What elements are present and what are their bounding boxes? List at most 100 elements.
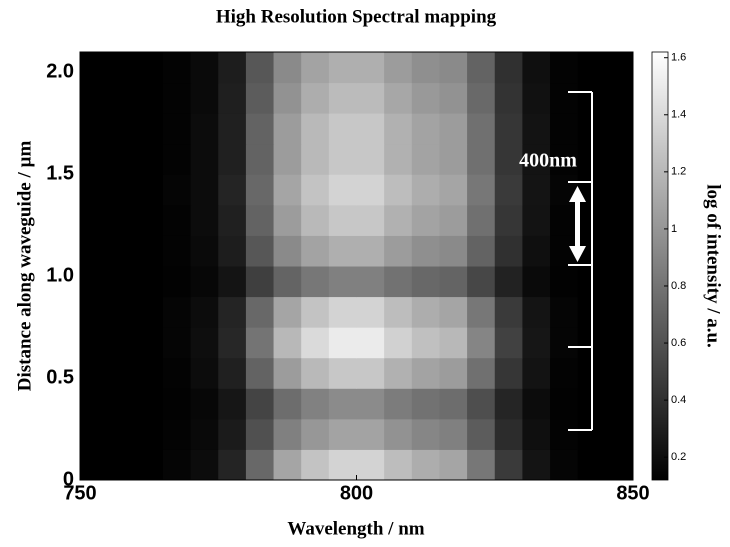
heatmap-cell: [384, 235, 413, 267]
heatmap-cell: [107, 266, 136, 298]
heatmap-cell: [356, 82, 385, 114]
bracket: [568, 91, 593, 431]
heatmap-cell: [190, 52, 219, 84]
heatmap-cell: [467, 388, 496, 420]
heatmap-cell: [245, 296, 275, 328]
heatmap-cell: [411, 113, 440, 145]
heatmap-cell: [467, 418, 496, 450]
heatmap-cell: [107, 52, 136, 84]
heatmap-cell: [384, 82, 413, 114]
heatmap-cell: [245, 449, 275, 481]
heatmap-cell: [494, 266, 523, 298]
heatmap-cell: [273, 357, 302, 389]
heatmap-cell: [218, 235, 247, 267]
heatmap-cell: [328, 357, 357, 389]
heatmap-cell: [411, 357, 440, 389]
heatmap-cell: [494, 357, 523, 389]
heatmap-cell: [494, 327, 523, 359]
heatmap-cell: [411, 235, 440, 267]
heatmap-cell: [107, 327, 136, 359]
heatmap-cell: [162, 235, 192, 267]
heatmap-cell: [467, 204, 496, 236]
heatmap-cell: [107, 296, 136, 328]
heatmap-cell: [356, 235, 385, 267]
heatmap-cell: [605, 235, 634, 267]
heatmap-cell: [439, 52, 468, 84]
heatmap-cell: [190, 296, 219, 328]
y-tick-label: 0: [63, 468, 74, 490]
heatmap: [80, 52, 634, 481]
heatmap-cell: [411, 296, 440, 328]
heatmap-cell: [190, 174, 219, 206]
heatmap-cell: [605, 296, 634, 328]
heatmap-cell: [162, 204, 192, 236]
heatmap-cell: [273, 82, 302, 114]
heatmap-cell: [522, 113, 551, 145]
heatmap-cell: [356, 204, 385, 236]
heatmap-cell: [107, 357, 136, 389]
heatmap-cell: [522, 174, 551, 206]
colorbar: [651, 51, 669, 481]
heatmap-cell: [522, 418, 551, 450]
heatmap-cell: [162, 296, 192, 328]
heatmap-cell: [550, 449, 579, 481]
heatmap-cell: [494, 235, 523, 267]
heatmap-cell: [135, 327, 164, 359]
heatmap-cell: [273, 296, 302, 328]
heatmap-cell: [356, 52, 385, 84]
heatmap-cell: [273, 388, 302, 420]
heatmap-cell: [522, 143, 551, 175]
heatmap-cell: [245, 143, 275, 175]
heatmap-cell: [356, 174, 385, 206]
heatmap-cell: [467, 449, 496, 481]
heatmap-cell: [273, 113, 302, 145]
heatmap-cell: [356, 143, 385, 175]
heatmap-cell: [328, 204, 357, 236]
heatmap-cell: [605, 357, 634, 389]
heatmap-cell: [218, 143, 247, 175]
heatmap-cell: [411, 266, 440, 298]
heatmap-cell: [80, 388, 109, 420]
heatmap-cell: [135, 82, 164, 114]
heatmap-cell: [577, 449, 606, 481]
heatmap-cell: [467, 113, 496, 145]
heatmap-cell: [384, 113, 413, 145]
heatmap-cell: [80, 82, 109, 114]
chart-title: High Resolution Spectral mapping: [216, 6, 497, 27]
heatmap-cell: [550, 204, 579, 236]
heatmap-cell: [80, 418, 109, 450]
heatmap-cell: [245, 327, 275, 359]
heatmap-cell: [522, 449, 551, 481]
heatmap-cell: [80, 174, 109, 206]
heatmap-cell: [522, 52, 551, 84]
heatmap-cell: [411, 418, 440, 450]
heatmap-cell: [190, 113, 219, 145]
heatmap-cell: [356, 113, 385, 145]
y-axis-label: Distance along waveguide / µm: [14, 141, 35, 392]
heatmap-cell: [218, 82, 247, 114]
heatmap-cell: [356, 357, 385, 389]
heatmap-cell: [522, 204, 551, 236]
heatmap-cell: [356, 327, 385, 359]
heatmap-cell: [356, 418, 385, 450]
heatmap-cell: [135, 204, 164, 236]
heatmap-cell: [439, 449, 468, 481]
heatmap-cell: [577, 52, 606, 84]
heatmap-cell: [494, 113, 523, 145]
double-arrow: [569, 186, 586, 262]
heatmap-cell: [162, 174, 192, 206]
heatmap-cell: [301, 113, 330, 145]
heatmap-cell: [439, 113, 468, 145]
heatmap-cell: [273, 449, 302, 481]
heatmap-cell: [328, 174, 357, 206]
heatmap-cell: [467, 143, 496, 175]
heatmap-cell: [162, 357, 192, 389]
heatmap-cell: [439, 143, 468, 175]
heatmap-cell: [190, 143, 219, 175]
heatmap-cell: [384, 449, 413, 481]
heatmap-cell: [273, 235, 302, 267]
heatmap-cell: [218, 418, 247, 450]
heatmap-cell: [328, 327, 357, 359]
heatmap-cell: [162, 266, 192, 298]
heatmap-cell: [301, 357, 330, 389]
